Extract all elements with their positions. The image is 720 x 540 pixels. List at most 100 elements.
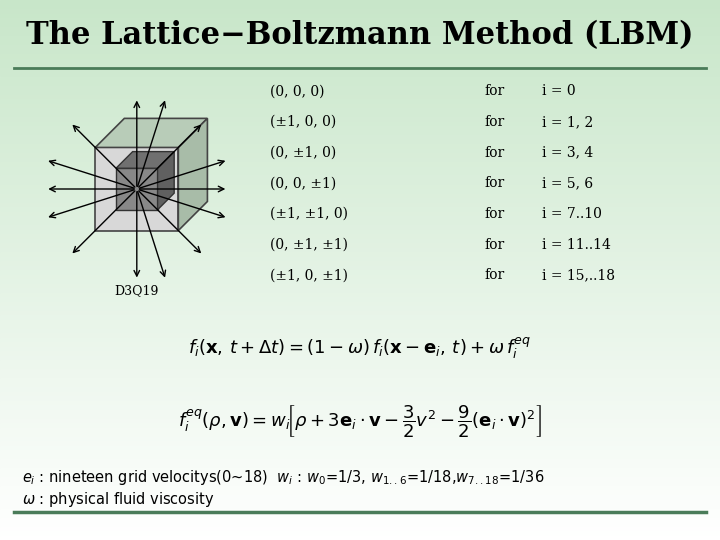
Bar [0, 432, 720, 436]
Bar [0, 256, 720, 261]
Bar [0, 513, 720, 517]
Text: i = 1, 2: i = 1, 2 [542, 115, 593, 129]
Bar [0, 99, 720, 104]
Bar [0, 108, 720, 112]
Bar [0, 369, 720, 374]
Bar [0, 239, 720, 243]
Text: (±1, ±1, 0): (±1, ±1, 0) [270, 207, 348, 221]
Bar [0, 50, 720, 54]
Bar [0, 54, 720, 58]
Bar [0, 77, 720, 81]
Bar [0, 387, 720, 392]
Polygon shape [158, 152, 174, 210]
Bar [0, 274, 720, 279]
Text: i = 5, 6: i = 5, 6 [542, 177, 593, 190]
Bar [0, 392, 720, 396]
Bar [0, 180, 720, 185]
Text: (0, 0, ±1): (0, 0, ±1) [270, 177, 336, 190]
Bar [0, 360, 720, 364]
Bar [0, 468, 720, 472]
Text: i = 11..14: i = 11..14 [542, 238, 611, 252]
Bar [0, 220, 720, 225]
Bar [0, 162, 720, 166]
Bar [0, 176, 720, 180]
Bar [0, 270, 720, 274]
Bar [0, 293, 720, 297]
Bar [0, 423, 720, 428]
Bar [0, 90, 720, 94]
Bar [0, 364, 720, 369]
Bar [0, 347, 720, 351]
Text: for: for [484, 207, 505, 221]
Bar [0, 104, 720, 108]
Bar [0, 297, 720, 301]
Bar [0, 117, 720, 122]
Bar [0, 455, 720, 459]
Bar [0, 139, 720, 144]
Bar [0, 477, 720, 482]
Bar [0, 72, 720, 77]
Bar [0, 212, 720, 216]
Bar [0, 94, 720, 99]
Bar [0, 500, 720, 504]
Polygon shape [95, 147, 179, 231]
Bar [0, 45, 720, 50]
Bar [0, 324, 720, 328]
Bar [0, 509, 720, 513]
Text: The Lattice−Boltzmann Method (LBM): The Lattice−Boltzmann Method (LBM) [26, 19, 694, 51]
Bar [0, 396, 720, 401]
Bar [0, 225, 720, 229]
Bar [0, 230, 720, 234]
Bar [0, 409, 720, 414]
Bar [0, 158, 720, 162]
Bar [0, 171, 720, 176]
Bar [0, 216, 720, 220]
Bar [0, 355, 720, 360]
Polygon shape [116, 152, 174, 168]
Bar [0, 338, 720, 342]
Bar [0, 320, 720, 324]
Text: for: for [484, 268, 505, 282]
Bar [0, 531, 720, 536]
Bar [0, 207, 720, 212]
Text: $e_i$ : nineteen grid velocitys(0~18)  $w_i$ : $w_0$=1/3, $w_{1..6}$=1/18,$w_{7.: $e_i$ : nineteen grid velocitys(0~18) $w… [22, 468, 544, 488]
Bar [0, 81, 720, 85]
Bar [0, 526, 720, 531]
Bar [0, 517, 720, 522]
Bar [0, 486, 720, 490]
Bar [0, 459, 720, 463]
Text: (±1, 0, 0): (±1, 0, 0) [270, 115, 336, 129]
Bar [0, 306, 720, 310]
Bar [0, 166, 720, 171]
Bar [0, 68, 720, 72]
Polygon shape [116, 168, 158, 210]
Bar [0, 288, 720, 293]
Bar [0, 536, 720, 540]
Bar [0, 301, 720, 306]
Bar [0, 279, 720, 284]
Bar [0, 490, 720, 495]
Bar [0, 310, 720, 315]
Bar [0, 58, 720, 63]
Bar [0, 185, 720, 189]
Bar [0, 446, 720, 450]
Bar [0, 31, 720, 36]
Bar [0, 189, 720, 193]
Bar [0, 198, 720, 202]
Bar [0, 14, 720, 18]
Text: $f_i(\mathbf{x},\, t+\Delta t) = (1-\omega)\,f_i(\mathbf{x}-\mathbf{e}_i,\,t) + : $f_i(\mathbf{x},\, t+\Delta t) = (1-\ome… [189, 335, 531, 361]
Bar [0, 482, 720, 486]
Bar [0, 418, 720, 423]
Text: for: for [484, 177, 505, 190]
Text: i = 15,..18: i = 15,..18 [542, 268, 615, 282]
Bar [0, 122, 720, 126]
Bar [0, 27, 720, 31]
Bar [0, 234, 720, 239]
Bar [0, 40, 720, 45]
Bar [0, 0, 720, 4]
Text: (±1, 0, ±1): (±1, 0, ±1) [270, 268, 348, 282]
Bar [0, 441, 720, 445]
Bar [0, 342, 720, 347]
Bar [0, 252, 720, 256]
Bar [0, 374, 720, 378]
